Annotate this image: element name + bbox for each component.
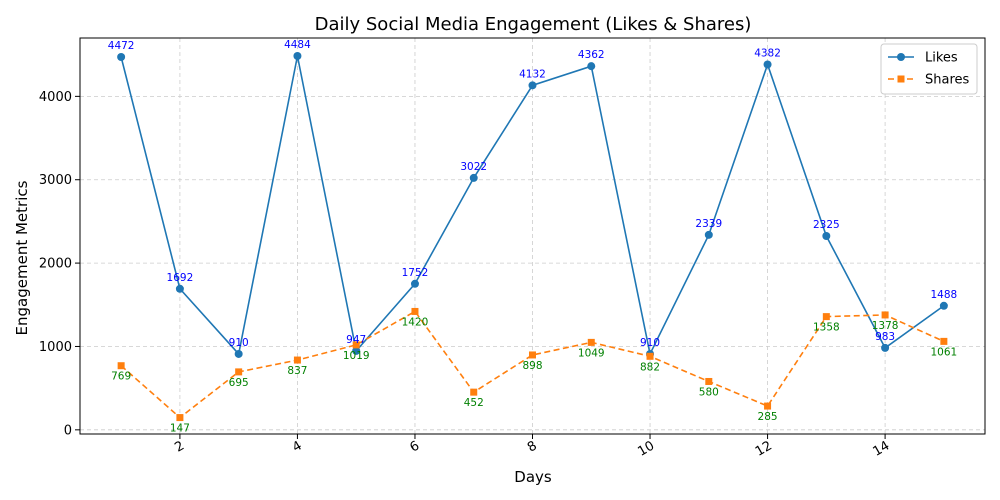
likes-data-label: 1692 [167,272,194,284]
likes-data-label: 983 [875,331,895,343]
likes-data-label: 4382 [754,48,781,60]
likes-series-line [120,55,945,357]
shares-point [529,351,536,359]
likes-data-label: 4484 [284,39,311,51]
data-labels: 4472 1692 910 4484 947 1752 3022 4132 4362 910 233… [108,39,957,435]
legend-marker [897,75,905,83]
shares-point [176,414,184,422]
shares-point [940,337,948,345]
likes-point [352,346,361,355]
shares-point [470,388,478,396]
likes-data-label: 4472 [108,40,135,52]
shares-data-label: 898 [522,360,542,372]
axes: 2 4 6 8 10 12 14 0 1000 2000 3000 4000 [39,37,986,460]
shares-point [822,313,830,321]
likes-data-label: 2325 [813,219,840,231]
likes-point [587,62,596,71]
x-tick-label: 8 [525,438,540,455]
shares-data-label: 1420 [402,316,429,328]
shares-point [293,356,301,364]
x-tick-label: 12 [753,438,775,459]
legend-marker [897,53,905,61]
likes-point [293,52,302,61]
shares-data-label: 837 [287,365,307,377]
legend-item-likes: Likes [888,51,958,66]
legend-label: Shares [925,73,970,88]
shares-point [411,307,419,315]
likes-data-label: 1752 [402,267,429,279]
shares-data-label: 1049 [578,347,605,359]
shares-point [235,368,243,376]
grid [80,38,985,434]
likes-data-label: 910 [640,337,660,349]
likes-point [234,349,243,358]
likes-data-label: 4362 [578,49,605,61]
shares-point [705,377,713,385]
likes-point [939,301,948,310]
likes-point [881,343,890,352]
likes-point [410,279,419,288]
x-tick-label: 14 [870,438,892,459]
likes-data-label: 910 [229,337,249,349]
y-tick-label: 0 [64,423,72,438]
y-tick-label: 3000 [39,173,72,188]
shares-data-label: 882 [640,361,660,373]
x-tick-label: 4 [290,438,305,455]
shares-point [352,341,360,349]
likes-data-label: 2339 [695,218,722,230]
x-tick-label: 6 [407,438,422,455]
legend-label: Likes [925,51,958,66]
x-axis-title: Days [514,468,552,486]
shares-point [587,338,595,346]
legend-item-shares: Shares [888,73,970,88]
shares-series-line [120,310,945,419]
likes-point [469,173,478,182]
y-tick-label: 1000 [39,340,72,355]
legend: Likes Shares [880,43,978,95]
shares-point [646,352,654,360]
likes-point [704,230,713,239]
shares-point [117,362,125,370]
likes-data-label: 1488 [930,289,957,301]
x-tick-label: 2 [172,438,187,455]
y-tick-label: 4000 [39,90,72,105]
likes-point [528,81,537,90]
shares-data-label: 147 [170,423,190,435]
shares-data-label: 1019 [343,350,370,362]
likes-point [822,232,831,240]
likes-point [763,60,772,69]
likes-data-label: 4132 [519,68,546,80]
y-tick-label: 2000 [39,257,72,272]
shares-data-label: 1378 [872,320,899,332]
shares-data-label: 285 [758,411,778,423]
x-tick-label: 10 [635,438,657,459]
likes-data-label: 947 [346,334,366,346]
likes-point [117,53,126,62]
likes-data-label: 3022 [460,161,487,173]
shares-data-label: 695 [229,377,249,389]
shares-data-label: 1061 [930,346,957,358]
shares-data-label: 769 [111,371,131,383]
shares-point [881,311,889,319]
shares-point [764,402,772,410]
plot-area [117,52,948,422]
y-axis-title: Engagement Metrics [13,180,31,335]
shares-data-label: 1358 [813,322,840,334]
shares-data-label: 580 [699,386,719,398]
shares-data-label: 452 [464,397,484,409]
chart-title: Daily Social Media Engagement (Likes & S… [315,14,752,35]
likes-point [175,284,184,293]
